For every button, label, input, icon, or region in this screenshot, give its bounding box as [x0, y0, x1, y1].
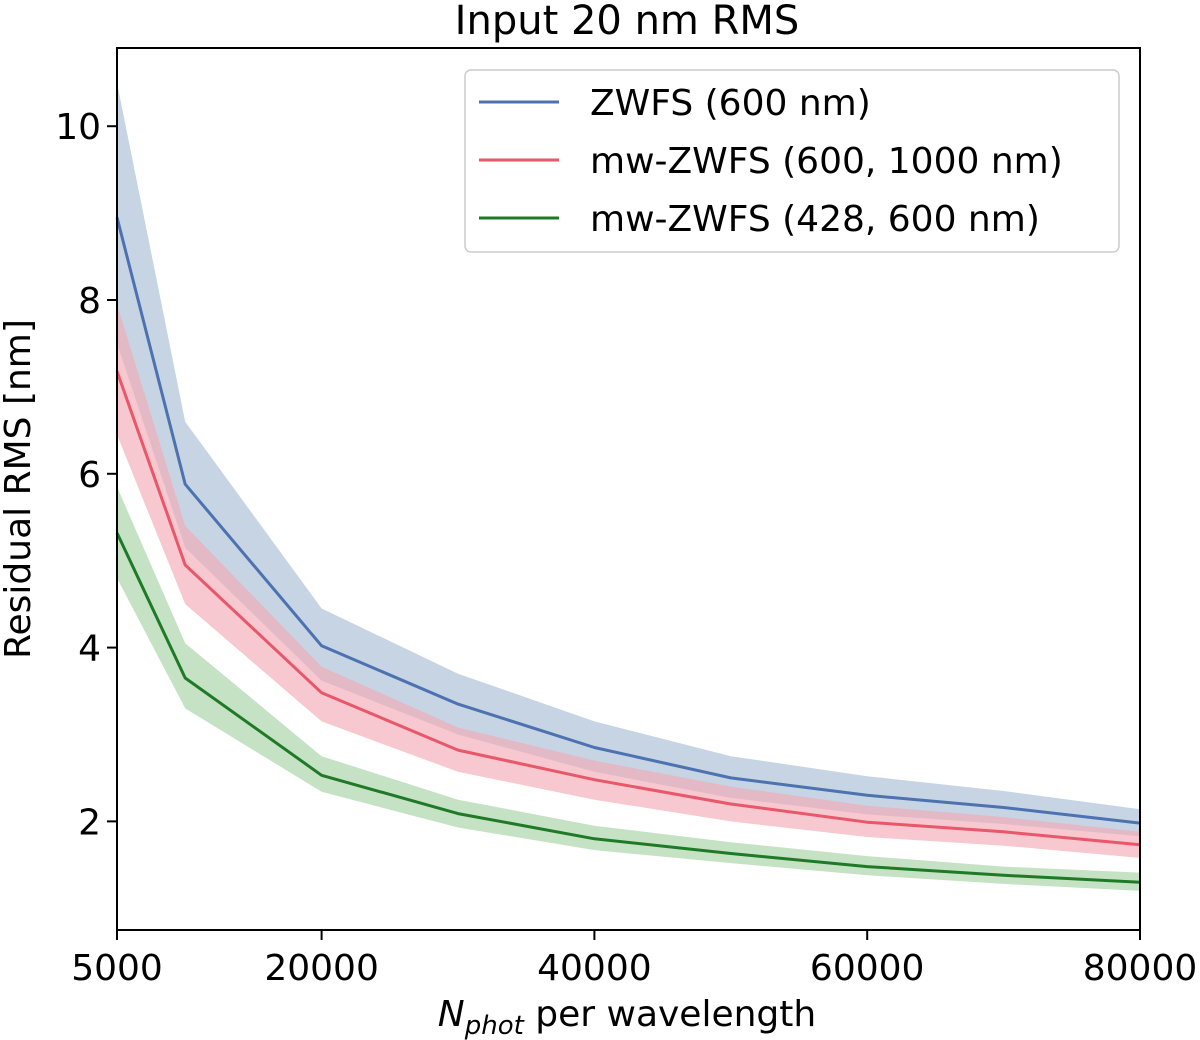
data-point-mw-zwfs-600-1000-nm	[865, 820, 869, 824]
band-mw-zwfs-600-1000-nm	[117, 304, 1140, 858]
band-zwfs-600-nm	[117, 82, 1140, 837]
x-tick-label: 5000	[71, 948, 163, 989]
x-axis-title-rest: per wavelength	[524, 994, 816, 1035]
series-line-mw-zwfs-428-600-nm	[115, 532, 1141, 884]
legend-box	[464, 69, 1120, 253]
y-tick-label: 8	[78, 281, 101, 322]
x-axis-title-main: N	[438, 994, 465, 1035]
y-tick-label: 10	[55, 107, 101, 148]
legend-label-zwfs-600-nm: ZWFS (600 nm)	[590, 83, 871, 124]
data-point-mw-zwfs-600-1000-nm	[320, 691, 324, 695]
data-point-mw-zwfs-428-600-nm	[320, 773, 324, 777]
x-tick-label: 20000	[264, 948, 379, 989]
data-point-zwfs-600-nm	[320, 644, 324, 648]
data-point-mw-zwfs-428-600-nm	[729, 852, 733, 856]
data-point-zwfs-600-nm	[865, 793, 869, 797]
data-point-zwfs-600-nm	[1002, 806, 1006, 810]
x-tick-label: 40000	[537, 948, 652, 989]
data-point-mw-zwfs-600-1000-nm	[592, 778, 596, 782]
data-point-mw-zwfs-428-600-nm	[183, 676, 187, 680]
x-axis-title: Nphot per wavelength	[438, 994, 816, 1040]
y-axis-title: Residual RMS [nm]	[0, 319, 39, 659]
data-point-mw-zwfs-428-600-nm	[592, 837, 596, 841]
data-point-mw-zwfs-600-1000-nm	[1002, 830, 1006, 834]
series-line-mw-zwfs-600-1000-nm	[115, 370, 1141, 847]
data-point-zwfs-600-nm	[592, 746, 596, 750]
legend: ZWFS (600 nm) mw-ZWFS (600, 1000 nm) mw-ZW…	[464, 69, 1120, 253]
legend-label-mw-zwfs-428-600-nm: mw-ZWFS (428, 600 nm)	[590, 199, 1040, 240]
plot-frame	[116, 47, 1141, 931]
series-lines	[115, 217, 1141, 884]
data-point-mw-zwfs-428-600-nm	[1002, 873, 1006, 877]
series-line-zwfs-600-nm	[115, 217, 1141, 825]
x-axis-ticks: 5000 20000 40000 60000 80000	[71, 930, 1197, 989]
data-point-mw-zwfs-600-1000-nm	[456, 748, 460, 752]
x-axis-title-subscript: phot	[464, 1011, 525, 1040]
y-axis-ticks: 2 4 6 8 10	[55, 107, 117, 843]
data-point-mw-zwfs-600-1000-nm	[729, 802, 733, 806]
data-point-zwfs-600-nm	[729, 776, 733, 780]
data-point-mw-zwfs-428-600-nm	[456, 812, 460, 816]
chart-title: Input 20 nm RMS	[455, 0, 800, 44]
x-tick-label: 60000	[810, 948, 925, 989]
data-point-zwfs-600-nm	[183, 482, 187, 486]
legend-label-mw-zwfs-600-1000-nm: mw-ZWFS (600, 1000 nm)	[590, 141, 1063, 182]
x-tick-label: 80000	[1083, 948, 1198, 989]
y-tick-label: 2	[78, 802, 101, 843]
y-tick-label: 6	[78, 455, 101, 496]
y-tick-label: 4	[78, 629, 101, 670]
data-point-zwfs-600-nm	[456, 702, 460, 706]
data-point-mw-zwfs-600-1000-nm	[183, 563, 187, 567]
data-point-mw-zwfs-428-600-nm	[865, 865, 869, 869]
